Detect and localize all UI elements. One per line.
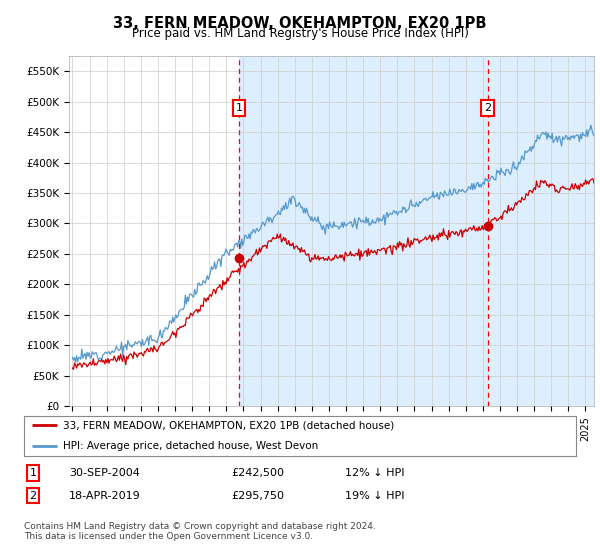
Text: 19% ↓ HPI: 19% ↓ HPI: [345, 491, 404, 501]
Text: HPI: Average price, detached house, West Devon: HPI: Average price, detached house, West…: [62, 441, 318, 450]
Text: £242,500: £242,500: [231, 468, 284, 478]
Text: 12% ↓ HPI: 12% ↓ HPI: [345, 468, 404, 478]
Bar: [239, 56, 600, 406]
Text: 18-APR-2019: 18-APR-2019: [69, 491, 141, 501]
Text: 33, FERN MEADOW, OKEHAMPTON, EX20 1PB: 33, FERN MEADOW, OKEHAMPTON, EX20 1PB: [113, 16, 487, 31]
Text: 2: 2: [484, 102, 491, 113]
Text: 2: 2: [29, 491, 37, 501]
Text: £295,750: £295,750: [231, 491, 284, 501]
Text: 1: 1: [29, 468, 37, 478]
Text: 30-SEP-2004: 30-SEP-2004: [69, 468, 140, 478]
Text: Price paid vs. HM Land Registry's House Price Index (HPI): Price paid vs. HM Land Registry's House …: [131, 27, 469, 40]
Text: 1: 1: [236, 102, 242, 113]
Text: 33, FERN MEADOW, OKEHAMPTON, EX20 1PB (detached house): 33, FERN MEADOW, OKEHAMPTON, EX20 1PB (d…: [62, 421, 394, 430]
Text: Contains HM Land Registry data © Crown copyright and database right 2024.
This d: Contains HM Land Registry data © Crown c…: [24, 522, 376, 542]
